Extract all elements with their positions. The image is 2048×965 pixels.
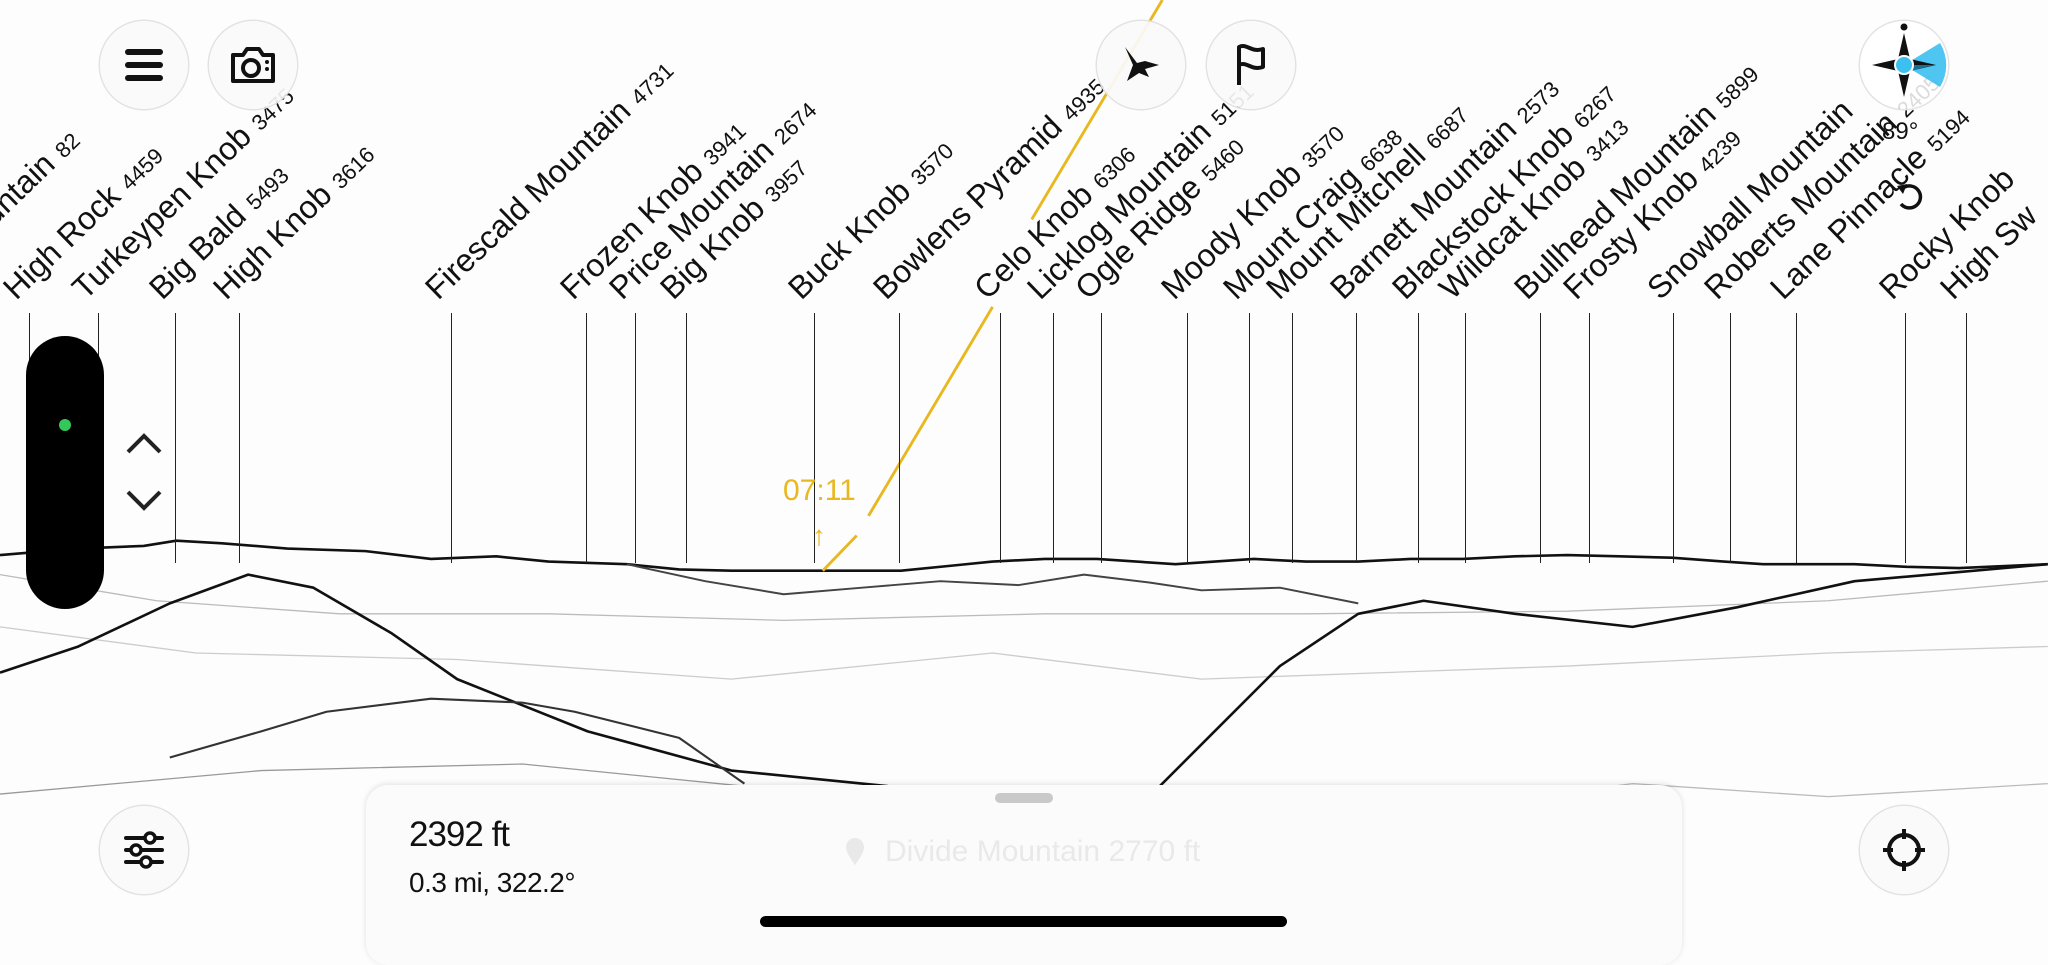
pin-icon bbox=[846, 838, 864, 865]
peak-marker-line bbox=[1730, 313, 1732, 563]
sunrise-time-label: 07:11 bbox=[783, 474, 856, 507]
compass-button[interactable] bbox=[1860, 21, 1948, 109]
peak-marker-line bbox=[1000, 313, 1002, 563]
home-indicator[interactable] bbox=[760, 916, 1287, 927]
bird-icon bbox=[1125, 47, 1159, 81]
peak-marker-line bbox=[1905, 313, 1907, 563]
sliders-icon bbox=[124, 831, 164, 869]
place-label: Divide Mountain 2770 ft bbox=[845, 835, 1200, 869]
compass-heading: 89° bbox=[1882, 118, 1919, 145]
peak-marker-line bbox=[1465, 313, 1467, 563]
peak-marker-line bbox=[175, 313, 177, 563]
peak-marker-line bbox=[1101, 313, 1103, 563]
peak-marker-line bbox=[814, 313, 816, 563]
peak-marker-line bbox=[586, 313, 588, 563]
elevation-readout: 2392 ft bbox=[409, 815, 510, 854]
peak-marker-line bbox=[451, 313, 453, 563]
peak-marker-line bbox=[899, 313, 901, 563]
crosshair-icon bbox=[1883, 829, 1925, 871]
peak-marker-line bbox=[1053, 313, 1055, 563]
compass-icon bbox=[1872, 23, 1947, 97]
peak-marker-line bbox=[1249, 313, 1251, 563]
rotate-button[interactable] bbox=[1893, 180, 1925, 217]
peak-marker-line bbox=[1356, 313, 1358, 563]
camera-button[interactable] bbox=[209, 21, 297, 109]
peak-marker-line bbox=[1292, 313, 1294, 563]
peak-marker-line bbox=[1589, 313, 1591, 563]
chevron-up-icon[interactable] bbox=[124, 428, 164, 458]
flag-button[interactable] bbox=[1207, 21, 1295, 109]
peak-marker-line bbox=[1540, 313, 1542, 563]
filters-button[interactable] bbox=[100, 806, 188, 894]
chevron-down-icon[interactable] bbox=[124, 486, 164, 516]
distance-bearing-readout: 0.3 mi, 322.2° bbox=[409, 867, 576, 898]
terrain-panorama bbox=[0, 0, 2048, 863]
place-name: Divide Mountain 2770 ft bbox=[885, 835, 1201, 868]
sunrise-arrow-icon: ↑ bbox=[812, 520, 826, 551]
menu-icon bbox=[125, 49, 163, 81]
slider-indicator[interactable] bbox=[59, 419, 71, 431]
peak-marker-line bbox=[1418, 313, 1420, 563]
camera-icon bbox=[231, 47, 275, 83]
info-panel[interactable]: 2392 ft 0.3 mi, 322.2° Divide Mountain 2… bbox=[366, 785, 1682, 965]
peak-marker-line bbox=[635, 313, 637, 563]
locate-button[interactable] bbox=[1860, 806, 1948, 894]
vertical-slider[interactable] bbox=[26, 336, 104, 609]
panel-drag-handle[interactable] bbox=[995, 793, 1053, 803]
flag-icon bbox=[1237, 44, 1265, 85]
rotate-icon bbox=[1897, 184, 1923, 210]
peak-marker-line bbox=[1187, 313, 1189, 563]
peak-marker-line bbox=[1673, 313, 1675, 563]
peak-marker-line bbox=[686, 313, 688, 563]
menu-button[interactable] bbox=[100, 21, 188, 109]
peak-marker-line bbox=[1966, 313, 1968, 563]
peak-marker-line bbox=[239, 313, 241, 563]
peak-marker-line bbox=[1796, 313, 1798, 563]
bird-button[interactable] bbox=[1097, 21, 1185, 109]
